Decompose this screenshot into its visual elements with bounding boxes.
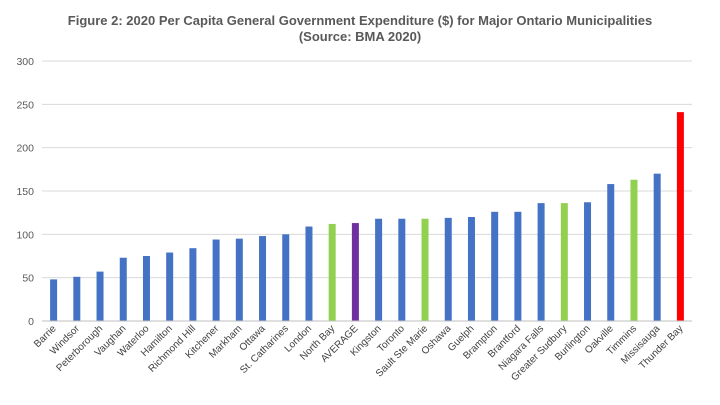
y-tick-label: 150 [16,186,34,198]
bar-burlington [584,202,592,321]
bar-markham [235,238,243,321]
bar-kingston [375,218,383,321]
bar-brantford [514,211,522,321]
x-axis: BarrieWindsorPeterboroughVaughanWaterloo… [32,320,692,383]
bar-london [305,226,313,321]
bar-greater-sudbury [560,203,568,321]
y-axis: 0 50 100 150 200 250 300 [16,56,34,328]
bar-windsor [73,276,81,321]
bar-average [351,223,359,321]
y-tick-label: 50 [22,273,34,285]
bar-sault-ste-marie [421,218,429,321]
bar-brampton [491,211,499,321]
bar-timmins [630,179,638,321]
bar-peterborough [96,271,104,321]
bar-north-bay [328,223,336,321]
bar-missisauga [653,173,661,321]
bar-richmond-hill [189,248,197,321]
bar-waterloo [142,256,150,321]
bar-niagara-falls [537,203,545,321]
bar-kitchener [212,239,220,321]
bar-vaughan [119,257,127,321]
bar-st-catharines [282,234,290,321]
bar-thunder-bay [676,112,684,321]
y-tick-label: 300 [16,56,34,68]
bars [50,112,684,321]
y-tick-label: 250 [16,99,34,111]
bar-oakville [607,184,615,321]
bar-barrie [50,279,58,321]
bar-oshawa [444,217,452,321]
chart-title: Figure 2: 2020 Per Capita General Govern… [0,13,720,45]
chart-title-line-1: Figure 2: 2020 Per Capita General Govern… [67,13,653,28]
y-tick-label: 0 [28,316,34,328]
bar-ottawa [259,236,267,321]
y-tick-label: 100 [16,229,34,241]
bar-hamilton [166,252,174,321]
bar-guelph [467,217,475,321]
chart-title-line-2: (Source: BMA 2020) [298,29,422,44]
y-tick-label: 200 [16,143,34,155]
bar-toronto [398,218,406,321]
gridlines [42,60,692,322]
